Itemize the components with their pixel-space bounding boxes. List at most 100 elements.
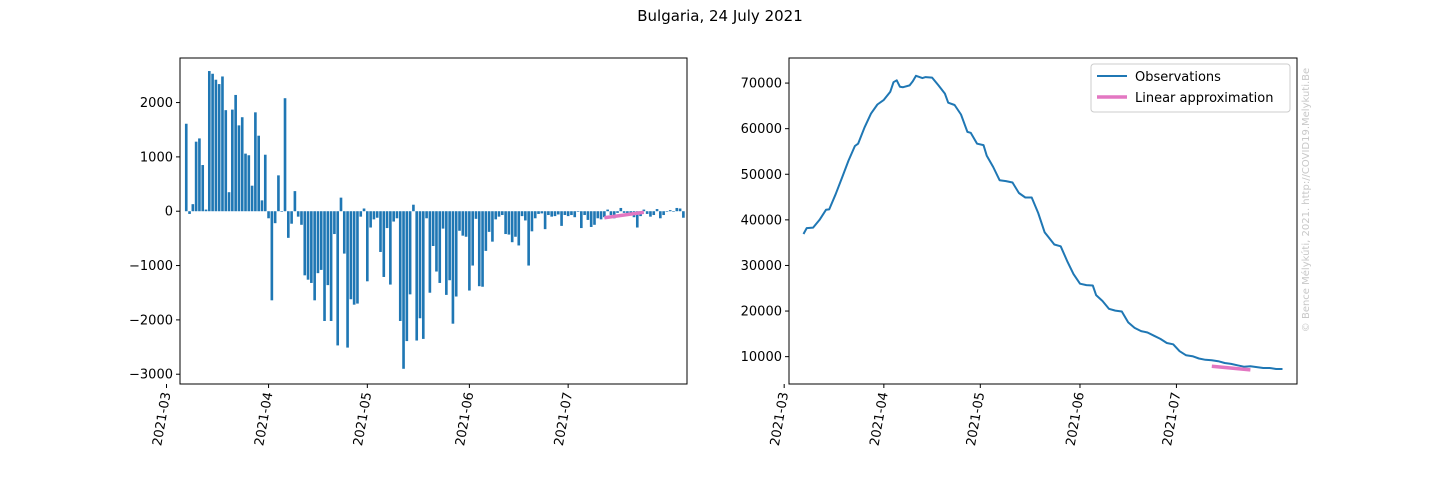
bar bbox=[369, 211, 372, 228]
bar bbox=[214, 79, 218, 212]
bar bbox=[662, 211, 665, 216]
bar bbox=[675, 207, 679, 212]
bar bbox=[201, 165, 205, 212]
bar bbox=[342, 211, 346, 254]
x-tick-label: 2021-07 bbox=[552, 391, 576, 447]
bar bbox=[428, 211, 432, 293]
bar bbox=[372, 211, 376, 220]
bar bbox=[599, 211, 603, 220]
linear-approximation-line bbox=[604, 210, 645, 220]
bar bbox=[385, 211, 389, 229]
bar bbox=[211, 73, 214, 212]
bar bbox=[497, 211, 501, 217]
bar bbox=[303, 211, 307, 276]
bar bbox=[339, 197, 343, 212]
y-tick-label: −3000 bbox=[129, 368, 173, 383]
bar bbox=[454, 211, 458, 297]
bar bbox=[504, 211, 507, 235]
bar bbox=[481, 211, 484, 287]
legend-label: Observations bbox=[1135, 70, 1221, 85]
y-tick-label: −2000 bbox=[129, 313, 173, 328]
bar bbox=[336, 211, 340, 346]
bar bbox=[323, 211, 326, 321]
bar bbox=[398, 211, 402, 321]
bar bbox=[421, 211, 425, 339]
bar bbox=[464, 211, 468, 237]
bar bbox=[616, 211, 619, 213]
bar bbox=[273, 211, 277, 224]
bar bbox=[188, 211, 191, 214]
bar bbox=[458, 211, 461, 231]
bar bbox=[583, 211, 586, 216]
bar bbox=[280, 211, 284, 212]
bar bbox=[207, 71, 211, 212]
bar bbox=[448, 211, 451, 281]
observations-line bbox=[802, 74, 1283, 370]
bar bbox=[431, 211, 435, 246]
bar bbox=[198, 138, 201, 212]
bar bbox=[267, 211, 270, 219]
plot-frame bbox=[179, 57, 688, 385]
bar bbox=[626, 211, 629, 214]
x-tick-label: 2021-03 bbox=[150, 391, 174, 447]
bar bbox=[221, 76, 224, 212]
bar bbox=[517, 211, 521, 246]
bar bbox=[379, 211, 382, 252]
legend: Observations Linear approximation bbox=[1090, 63, 1291, 113]
y-tick-label: 0 bbox=[165, 205, 173, 220]
bar bbox=[682, 211, 685, 218]
x-tick-label: 2021-06 bbox=[453, 391, 477, 447]
bar bbox=[254, 112, 257, 212]
bar bbox=[359, 211, 363, 217]
bar bbox=[316, 211, 320, 274]
y-tick-label: 70000 bbox=[741, 77, 782, 92]
bar bbox=[250, 185, 254, 212]
y-tick-label: −1000 bbox=[129, 259, 173, 274]
bar bbox=[652, 211, 656, 216]
bar bbox=[527, 211, 530, 266]
bar bbox=[375, 211, 379, 218]
bar bbox=[589, 211, 593, 227]
bar bbox=[606, 209, 609, 212]
bar bbox=[412, 204, 415, 212]
y-tick-label: 2000 bbox=[140, 96, 173, 111]
bar bbox=[346, 211, 349, 348]
y-tick-label: 40000 bbox=[741, 213, 782, 228]
bar bbox=[329, 211, 333, 321]
bar bbox=[326, 211, 330, 286]
bar bbox=[352, 211, 356, 305]
bar bbox=[580, 211, 583, 229]
x-tick-label: 2021-05 bbox=[964, 391, 988, 447]
bar bbox=[441, 211, 445, 229]
bar bbox=[277, 175, 280, 212]
bar bbox=[240, 117, 244, 212]
bar bbox=[231, 109, 234, 212]
bar bbox=[204, 209, 208, 212]
bar bbox=[629, 211, 633, 214]
bar bbox=[540, 211, 544, 214]
bar bbox=[451, 211, 455, 324]
bar bbox=[550, 211, 554, 217]
bar bbox=[184, 123, 188, 212]
bar bbox=[477, 211, 481, 287]
x-tick-label: 2021-03 bbox=[768, 391, 792, 447]
y-tick-label: 60000 bbox=[741, 122, 782, 137]
bar bbox=[593, 211, 596, 225]
bar bbox=[566, 211, 570, 217]
bar bbox=[194, 141, 198, 212]
bar bbox=[283, 98, 287, 212]
bar bbox=[573, 211, 577, 218]
bar bbox=[514, 211, 517, 237]
bar bbox=[415, 211, 419, 341]
bar bbox=[586, 211, 590, 220]
bar bbox=[286, 211, 290, 238]
bar bbox=[435, 211, 438, 272]
bar bbox=[576, 211, 580, 212]
bar bbox=[425, 211, 428, 219]
bar bbox=[596, 211, 600, 219]
bar bbox=[543, 211, 547, 230]
bar bbox=[563, 211, 567, 216]
bar bbox=[645, 211, 649, 214]
bar bbox=[524, 211, 527, 221]
